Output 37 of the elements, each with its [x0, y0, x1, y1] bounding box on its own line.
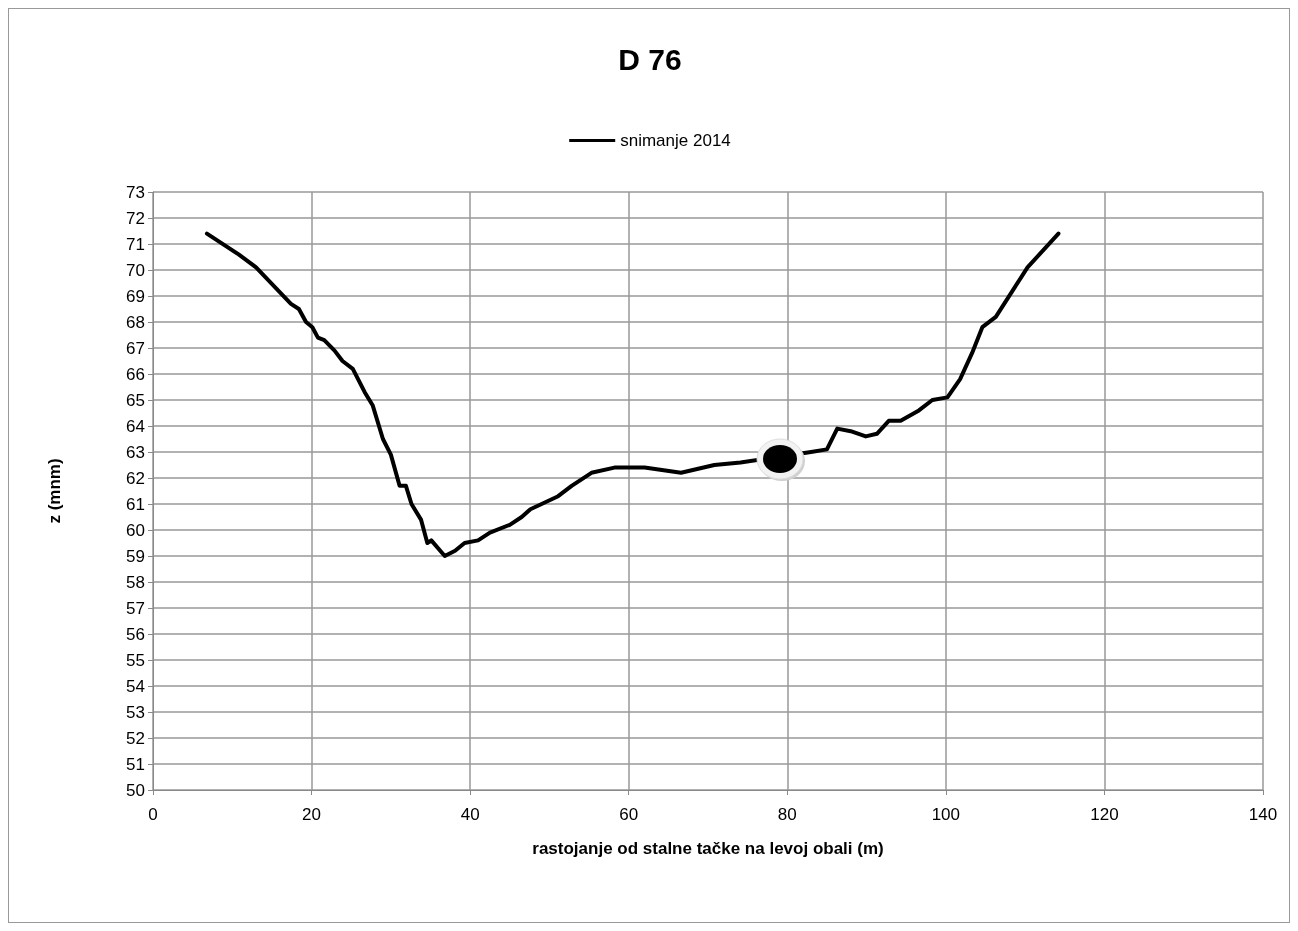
y-tick-label: 55	[126, 650, 145, 670]
y-tick-label: 53	[126, 702, 145, 722]
y-tick-label: 62	[126, 468, 145, 488]
y-tick-label: 66	[126, 364, 145, 384]
y-tick-label: 56	[126, 624, 145, 644]
x-tick-label: 140	[1248, 805, 1278, 824]
y-axis-title: z (mnm)	[45, 458, 64, 524]
y-tick-label: 50	[126, 780, 145, 800]
legend-label: snimanje 2014	[620, 131, 731, 150]
y-tick-label: 52	[126, 728, 145, 748]
y-tick-label: 71	[126, 234, 145, 254]
y-tick-label: 64	[126, 416, 145, 436]
y-tick-label: 57	[126, 598, 145, 618]
line-series	[204, 231, 1061, 558]
chart-title: D 76	[618, 42, 682, 76]
y-tick-label: 67	[126, 338, 145, 358]
y-tick-label: 54	[126, 676, 145, 696]
y-tick-label: 63	[126, 442, 145, 462]
x-axis-title: rastojanje od stalne tačke na levoj obali (m)	[532, 839, 884, 858]
y-tick-label: 61	[126, 494, 145, 514]
x-tick-label: 100	[931, 805, 961, 824]
y-tick-label: 69	[126, 286, 145, 306]
y-tick-label: 72	[126, 208, 145, 228]
y-tick-label: 60	[126, 520, 145, 540]
y-tick-label: 59	[126, 546, 145, 566]
y-tick-label: 68	[126, 312, 145, 332]
y-tick-label: 70	[126, 260, 145, 280]
x-tick-label: 0	[148, 805, 158, 824]
y-tick-label: 58	[126, 572, 145, 592]
y-tick-label: 73	[126, 182, 145, 202]
x-tick-label: 80	[777, 805, 797, 824]
x-tick-label: 60	[619, 805, 639, 824]
y-tick-label: 51	[126, 754, 145, 774]
x-tick-label: 40	[460, 805, 480, 824]
x-tick-label: 120	[1090, 805, 1119, 824]
y-tick-label: 65	[126, 390, 145, 410]
x-tick-label: 20	[302, 805, 322, 824]
